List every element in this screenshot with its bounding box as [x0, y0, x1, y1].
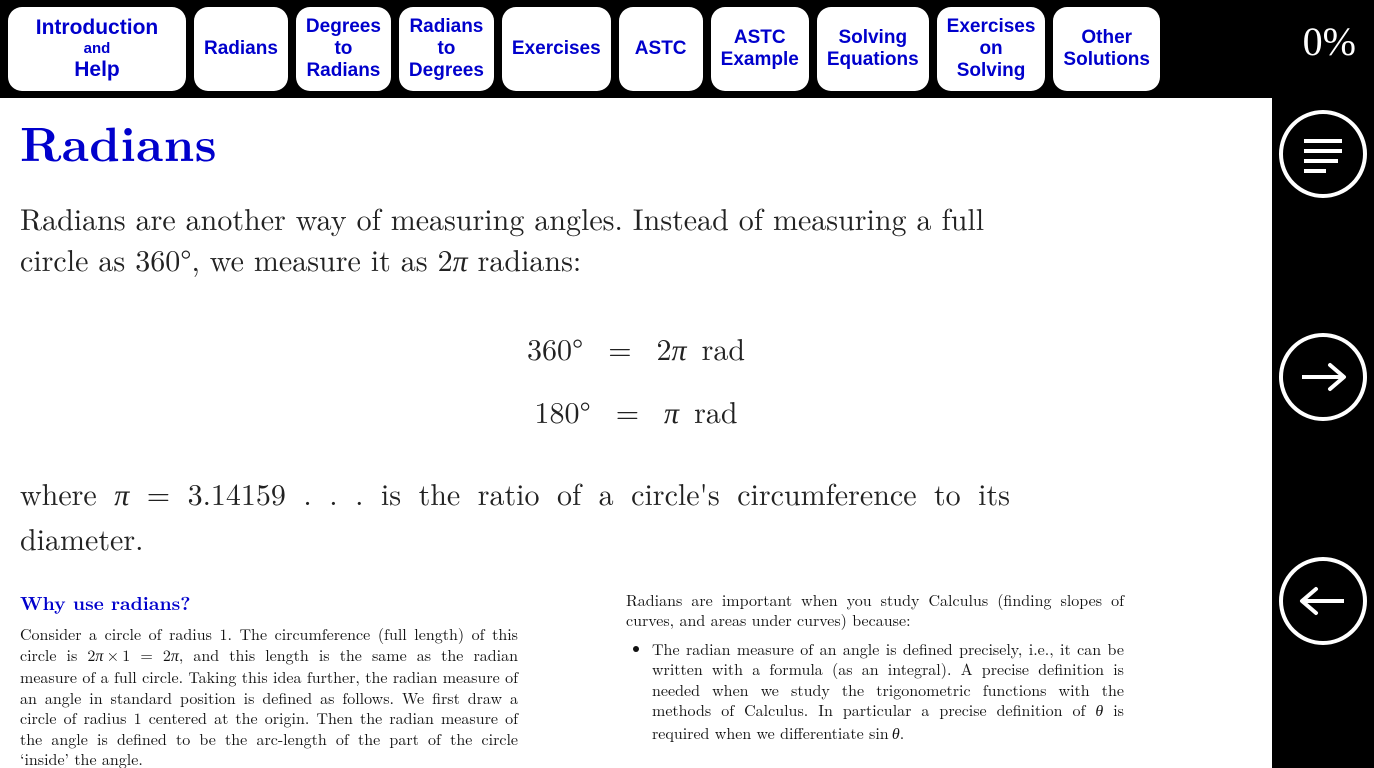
prev-button[interactable] [1279, 557, 1367, 645]
intro-paragraph: Radians are another way of measuring ang… [20, 198, 1010, 282]
tab-label-sub2: Help [74, 58, 120, 82]
tab-label: Equations [827, 49, 919, 71]
rail-spacer [1272, 210, 1374, 322]
lower-columns: Why use radians? Consider a circle of ra… [20, 590, 1252, 768]
col2-list: The radian measure of an angle is define… [626, 639, 1124, 745]
tab-label: ASTC [635, 38, 687, 60]
tab-solving-equations[interactable]: Solving Equations [817, 7, 929, 91]
tab-label: Degrees [409, 60, 484, 82]
main-content: Radians Radians are another way of measu… [0, 98, 1272, 768]
rail-spacer [1272, 433, 1374, 545]
followup-paragraph: where π = 3.14159 . . . is the ratio of … [20, 472, 1010, 559]
tab-label: Example [721, 49, 799, 71]
arrow-right-icon [1296, 350, 1350, 404]
col2-bullet: The radian measure of an angle is define… [652, 639, 1124, 745]
menu-icon [1296, 127, 1350, 181]
tab-label: Degrees [306, 16, 381, 38]
why-heading: Why use radians? [20, 590, 518, 614]
equation-block: 360° = 2π rad 180° = π rad [20, 318, 1252, 444]
tab-label: on [979, 38, 1002, 60]
tab-introduction-help[interactable]: Introduction and Help [8, 7, 186, 91]
equation-1: 360° = 2π rad [20, 318, 1252, 381]
tab-label: Solving [838, 27, 907, 49]
tab-label: ASTC [734, 27, 786, 49]
tab-label: Introduction [36, 16, 158, 40]
tab-astc-example[interactable]: ASTC Example [711, 7, 809, 91]
col2-intro: Radians are important when you study Cal… [626, 590, 1124, 631]
progress-percent: 0% [1303, 18, 1356, 65]
tab-label: Radians [409, 16, 483, 38]
tab-degrees-to-radians[interactable]: Degrees to Radians [296, 7, 391, 91]
tab-label: to [437, 38, 455, 60]
menu-button[interactable] [1279, 110, 1367, 198]
rail-spacer [1272, 656, 1374, 768]
column-why-radians: Why use radians? Consider a circle of ra… [20, 590, 518, 768]
tab-exercises-on-solving[interactable]: Exercises on Solving [937, 7, 1046, 91]
page-title: Radians [20, 108, 1252, 176]
right-rail [1272, 98, 1374, 768]
top-nav: Introduction and Help Radians Degrees to… [0, 0, 1374, 98]
tab-label: Exercises [512, 38, 601, 60]
equation-2: 180° = π rad [20, 381, 1252, 444]
tab-label: Other [1081, 27, 1132, 49]
tab-label: to [334, 38, 352, 60]
tab-label: Radians [306, 60, 380, 82]
tab-label: Solutions [1063, 49, 1150, 71]
tab-label-sub: and [84, 40, 111, 57]
next-button[interactable] [1279, 333, 1367, 421]
arrow-left-icon [1296, 574, 1350, 628]
tab-radians[interactable]: Radians [194, 7, 288, 91]
tab-radians-to-degrees[interactable]: Radians to Degrees [399, 7, 494, 91]
tab-astc[interactable]: ASTC [619, 7, 703, 91]
column-calculus: Radians are important when you study Cal… [626, 590, 1124, 768]
tab-exercises[interactable]: Exercises [502, 7, 611, 91]
tab-label: Solving [957, 60, 1026, 82]
why-body: Consider a circle of radius 1. The circu… [20, 624, 518, 768]
tab-label: Radians [204, 38, 278, 60]
tab-label: Exercises [947, 16, 1036, 38]
tab-other-solutions[interactable]: Other Solutions [1053, 7, 1160, 91]
